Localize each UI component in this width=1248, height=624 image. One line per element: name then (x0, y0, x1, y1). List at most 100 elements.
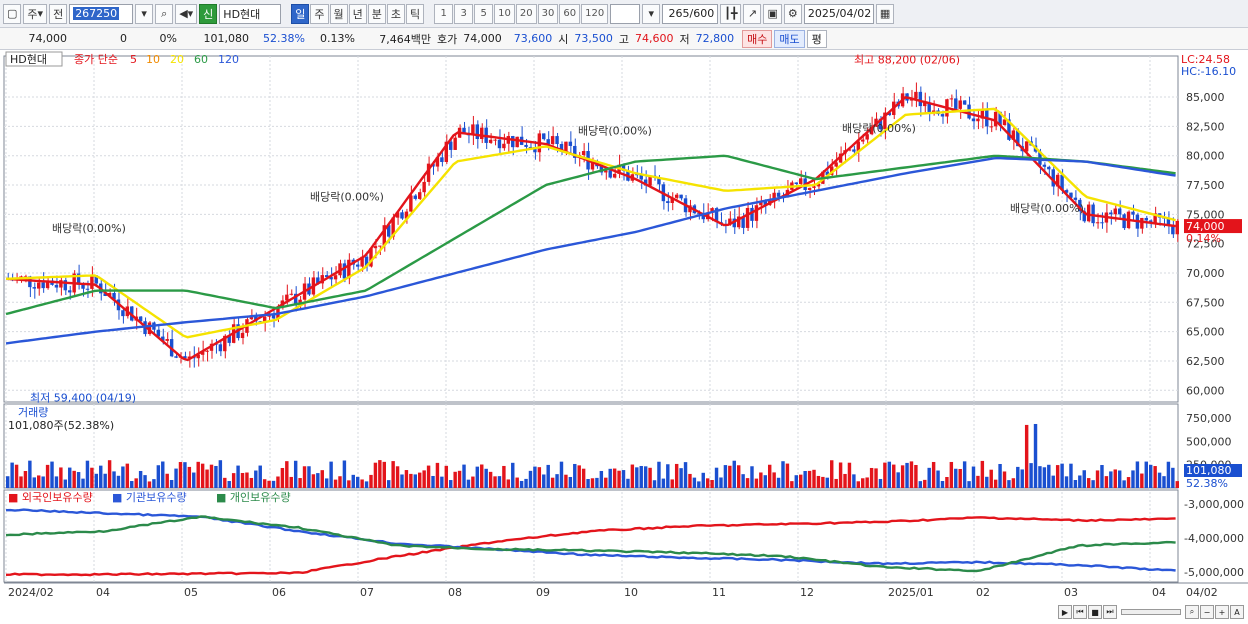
volume-bar (958, 468, 962, 488)
interval-button-5[interactable]: 5 (474, 3, 494, 24)
interval-input[interactable] (610, 3, 641, 24)
volume-bar (705, 478, 710, 488)
candle-body (400, 212, 404, 219)
zoom-in-icon[interactable]: ⌕ (1185, 605, 1199, 619)
credit-badge[interactable]: 신 (199, 3, 218, 24)
candle-body (989, 126, 993, 128)
chart-area[interactable]: 2024/02 04 05 06 07 08 09 10 11 12 2025/01 02 03 04 04… (0, 50, 1248, 621)
volume-bar (515, 477, 519, 488)
candle-body (475, 124, 480, 140)
volume-bar (63, 479, 68, 488)
volume-bar (112, 471, 116, 488)
candle-body (386, 225, 391, 237)
period-select[interactable]: 주 ▾ (23, 3, 48, 24)
holdings-line-2 (5, 515, 1176, 573)
volume-bar (14, 464, 19, 488)
period-button-3[interactable]: 년 (348, 3, 367, 24)
interval-button-1[interactable]: 1 (434, 3, 454, 24)
period-button-1[interactable]: 주 (310, 3, 329, 24)
dropdown-icon[interactable]: ▾ (135, 3, 154, 24)
volume-bar (134, 478, 138, 488)
date-input[interactable]: 2025/04/02 (803, 3, 874, 24)
volume-bar (830, 460, 834, 488)
candle-body (887, 112, 892, 116)
interval-button-60[interactable]: 60 (559, 3, 581, 24)
interval-button-30[interactable]: 30 (537, 3, 559, 24)
volume-bar (1002, 471, 1007, 488)
stock-name-field[interactable]: HD현대 (219, 3, 282, 24)
volume-bar (271, 480, 276, 488)
candle-body (1140, 217, 1144, 229)
holdings-legend-1: ■ 기관보유수량 (112, 491, 187, 504)
candle-body (688, 205, 692, 213)
volume-bar (586, 479, 590, 488)
scroll-right-icon[interactable]: ▶ (1058, 605, 1072, 619)
count-input[interactable]: 265/600 (662, 3, 719, 24)
eval-button[interactable]: 평 (806, 29, 827, 48)
period-button-4[interactable]: 분 (367, 3, 386, 24)
period-button-6[interactable]: 틱 (406, 3, 425, 24)
candle-body (395, 212, 400, 218)
candle-body (271, 315, 276, 319)
volume-bar (187, 466, 192, 488)
volume-bar (6, 476, 10, 488)
calendar-icon[interactable]: ▦ (875, 3, 895, 24)
volume-bar (99, 465, 103, 488)
volume-bar (289, 476, 293, 488)
sell-button[interactable]: 매도 (774, 29, 805, 48)
zoom-slider[interactable] (1121, 609, 1181, 615)
x-right-label: 04/02 (1186, 586, 1218, 599)
x-tick-label: 09 (536, 586, 550, 599)
interval-dropdown-icon[interactable]: ▾ (642, 3, 661, 24)
buy-button[interactable]: 매수 (742, 29, 773, 48)
volume-bar (697, 481, 701, 488)
period-button-0[interactable]: 일 (291, 3, 310, 24)
candle-body (954, 98, 958, 109)
text-size-icon[interactable]: A (1230, 605, 1244, 619)
volume-bar (125, 463, 130, 488)
volume-bar (116, 475, 121, 488)
draw-icon[interactable]: ↗ (743, 3, 762, 24)
save-icon[interactable]: ▣ (763, 3, 782, 24)
period-button-2[interactable]: 월 (329, 3, 348, 24)
interval-button-3[interactable]: 3 (454, 3, 474, 24)
stop-icon[interactable]: ■ (1088, 605, 1102, 619)
candle-body (962, 100, 967, 105)
stock-chart[interactable]: 2024/02 04 05 06 07 08 09 10 11 12 2025/01 02 03 04 04… (0, 50, 1248, 621)
candle-body (1091, 204, 1095, 224)
volume-bar (550, 477, 555, 488)
candle-body (1002, 119, 1007, 126)
volume-bar (1042, 467, 1047, 488)
candle-body (949, 98, 954, 100)
volume-bar (1144, 461, 1148, 488)
speaker-icon[interactable]: ◀▾ (175, 3, 198, 24)
candle-body (993, 111, 998, 127)
candle-body (533, 146, 537, 153)
volume-bar (262, 479, 267, 488)
volume-bar (355, 476, 360, 488)
prev-button[interactable]: 전 (49, 3, 68, 24)
candle-body (324, 275, 329, 278)
volume-bar (519, 480, 524, 488)
period-button-5[interactable]: 초 (386, 3, 406, 24)
volume-bar (23, 471, 28, 488)
volume-bar (54, 476, 59, 488)
holdings-y-tick: -3,000,000 (1184, 498, 1244, 511)
scroll-first-icon[interactable]: ⏮ (1073, 605, 1087, 619)
zoom-minus-icon[interactable]: − (1200, 605, 1214, 619)
candle-body (590, 162, 595, 170)
search-icon[interactable]: ⌕ (155, 3, 174, 24)
volume-bar (169, 479, 174, 488)
candle-body (940, 114, 945, 117)
scroll-last-icon[interactable]: ⏭ (1103, 605, 1117, 619)
volume-bar (378, 460, 382, 488)
code-input[interactable]: 267250 (69, 3, 134, 24)
zoom-plus-icon[interactable]: + (1215, 605, 1229, 619)
interval-button-120[interactable]: 120 (581, 3, 609, 24)
interval-button-10[interactable]: 10 (494, 3, 515, 24)
candle-icon[interactable]: ┃╋ (720, 3, 742, 24)
window-icon[interactable]: ▢ (3, 3, 22, 24)
interval-button-20[interactable]: 20 (515, 3, 537, 24)
gear-icon[interactable]: ⚙ (783, 3, 802, 24)
